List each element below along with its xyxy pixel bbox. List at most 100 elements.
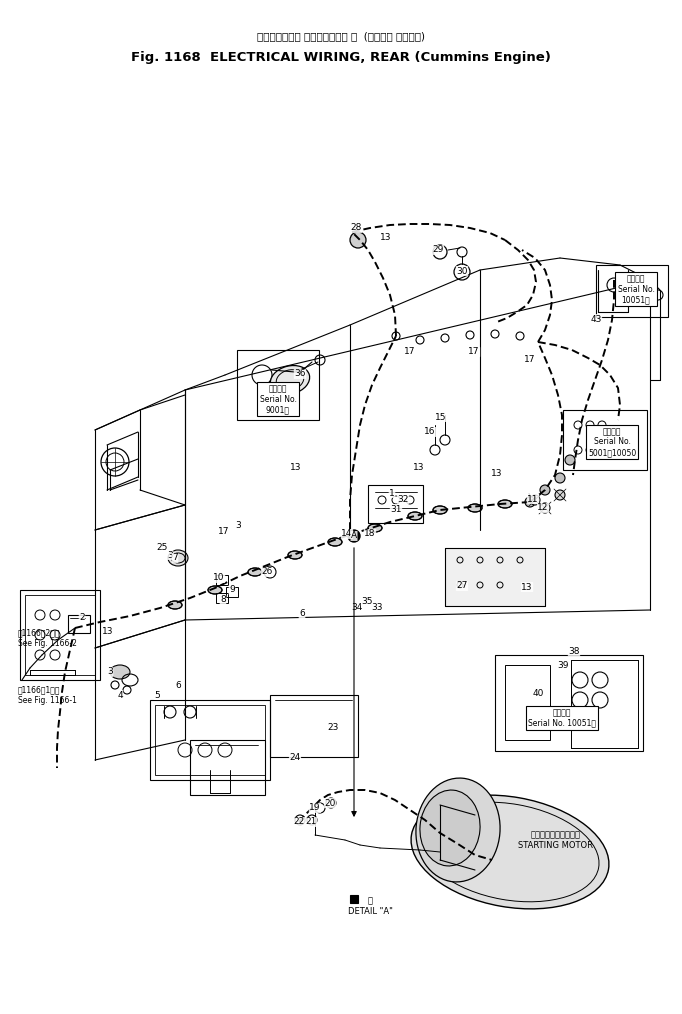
- Text: 31: 31: [390, 505, 402, 513]
- Bar: [495, 655, 643, 751]
- Circle shape: [540, 485, 550, 495]
- Circle shape: [350, 232, 366, 248]
- Text: 10: 10: [213, 574, 225, 582]
- Text: 21: 21: [306, 817, 316, 826]
- Text: 8: 8: [220, 595, 226, 604]
- Circle shape: [525, 497, 535, 507]
- Text: 40: 40: [533, 689, 544, 698]
- Text: 22: 22: [293, 817, 305, 826]
- Bar: [563, 410, 647, 470]
- Text: 17: 17: [404, 348, 416, 357]
- Text: 詳
DETAIL "A": 詳 DETAIL "A": [348, 896, 392, 916]
- Bar: [445, 548, 545, 606]
- Text: 適用番号
Serial No.
10051～: 適用番号 Serial No. 10051～: [618, 274, 655, 304]
- Text: 15: 15: [435, 413, 447, 422]
- Text: 34: 34: [351, 602, 363, 611]
- Bar: [445, 548, 545, 606]
- Text: 2: 2: [79, 613, 85, 623]
- Text: 33: 33: [371, 602, 383, 611]
- Ellipse shape: [416, 778, 500, 882]
- Text: 42: 42: [572, 710, 582, 719]
- Text: 13: 13: [521, 582, 533, 591]
- Text: Fig. 1168  ELECTRICAL WIRING, REAR (Cummins Engine): Fig. 1168 ELECTRICAL WIRING, REAR (Cummi…: [131, 52, 551, 65]
- Bar: [368, 485, 423, 523]
- Text: 4: 4: [117, 691, 123, 700]
- Bar: [237, 350, 319, 420]
- Bar: [216, 593, 228, 603]
- Text: 7: 7: [172, 554, 178, 563]
- Text: 適用番号
Serial No. 10051～: 適用番号 Serial No. 10051～: [528, 709, 596, 728]
- Text: 32: 32: [398, 495, 409, 504]
- Text: 3: 3: [107, 667, 113, 676]
- Text: A: A: [351, 531, 357, 540]
- Text: 25: 25: [156, 542, 168, 552]
- Bar: [155, 705, 265, 775]
- Text: 26: 26: [261, 568, 273, 577]
- Bar: [190, 740, 265, 795]
- Ellipse shape: [168, 550, 188, 566]
- Bar: [25, 595, 95, 675]
- Circle shape: [555, 473, 565, 483]
- Text: 13: 13: [102, 628, 114, 637]
- Text: 27: 27: [456, 581, 468, 590]
- Bar: [596, 265, 668, 317]
- Text: 30: 30: [456, 267, 468, 276]
- Text: 13: 13: [381, 232, 391, 241]
- Text: 11: 11: [527, 495, 539, 504]
- Circle shape: [348, 530, 360, 542]
- Text: 14: 14: [341, 529, 353, 538]
- Text: 28: 28: [351, 223, 361, 232]
- Text: 37: 37: [283, 386, 295, 395]
- Bar: [68, 615, 90, 633]
- Text: 5: 5: [154, 691, 160, 700]
- Ellipse shape: [420, 790, 480, 866]
- Ellipse shape: [288, 551, 302, 559]
- Text: 24: 24: [289, 752, 301, 762]
- Text: 20: 20: [325, 798, 336, 807]
- Text: 図1166図2参照
See Fig. 1166-2: 図1166図2参照 See Fig. 1166-2: [18, 629, 77, 648]
- Bar: [505, 665, 550, 740]
- Text: 6: 6: [299, 609, 305, 619]
- Ellipse shape: [168, 601, 182, 609]
- Bar: [150, 700, 270, 780]
- Text: 17: 17: [524, 356, 536, 364]
- Text: 23: 23: [327, 723, 339, 731]
- Text: スターティングモータ
STARTING MOTOR: スターティングモータ STARTING MOTOR: [518, 830, 593, 850]
- Bar: [270, 695, 358, 757]
- Bar: [20, 590, 100, 680]
- Text: 9: 9: [229, 585, 235, 594]
- Bar: [216, 575, 228, 585]
- Text: 図1166図1参照
See Fig. 1166-1: 図1166図1参照 See Fig. 1166-1: [18, 685, 77, 705]
- Ellipse shape: [368, 524, 382, 532]
- Text: 19: 19: [309, 803, 321, 812]
- Ellipse shape: [248, 568, 262, 576]
- Text: 36: 36: [294, 369, 306, 378]
- Text: 適用番号
Serial No.
9001～: 適用番号 Serial No. 9001～: [260, 384, 297, 414]
- Circle shape: [565, 455, 575, 465]
- Ellipse shape: [498, 500, 512, 508]
- Ellipse shape: [328, 538, 342, 546]
- Circle shape: [540, 503, 550, 513]
- Circle shape: [530, 495, 540, 505]
- Ellipse shape: [408, 512, 422, 520]
- Text: 29: 29: [432, 245, 444, 255]
- Text: 18: 18: [364, 529, 376, 538]
- Bar: [226, 587, 238, 597]
- Text: 適用番号
Serial No.
5001～10050: 適用番号 Serial No. 5001～10050: [588, 427, 636, 457]
- Text: 13: 13: [413, 462, 425, 472]
- Text: 17: 17: [218, 527, 230, 536]
- Ellipse shape: [468, 504, 482, 512]
- Ellipse shape: [411, 795, 609, 909]
- Circle shape: [555, 490, 565, 500]
- Text: 6: 6: [175, 680, 181, 690]
- Text: 39: 39: [557, 660, 569, 669]
- Text: 3: 3: [167, 551, 173, 560]
- Ellipse shape: [270, 365, 310, 394]
- Text: 17: 17: [469, 348, 479, 357]
- Text: 38: 38: [568, 647, 580, 655]
- Text: 35: 35: [361, 596, 373, 605]
- Text: エレクトリカル ワイヤリング、 後  (カミンズ エンジン): エレクトリカル ワイヤリング、 後 (カミンズ エンジン): [257, 31, 425, 41]
- Text: 12: 12: [537, 504, 549, 512]
- Ellipse shape: [208, 586, 222, 594]
- Ellipse shape: [433, 506, 447, 514]
